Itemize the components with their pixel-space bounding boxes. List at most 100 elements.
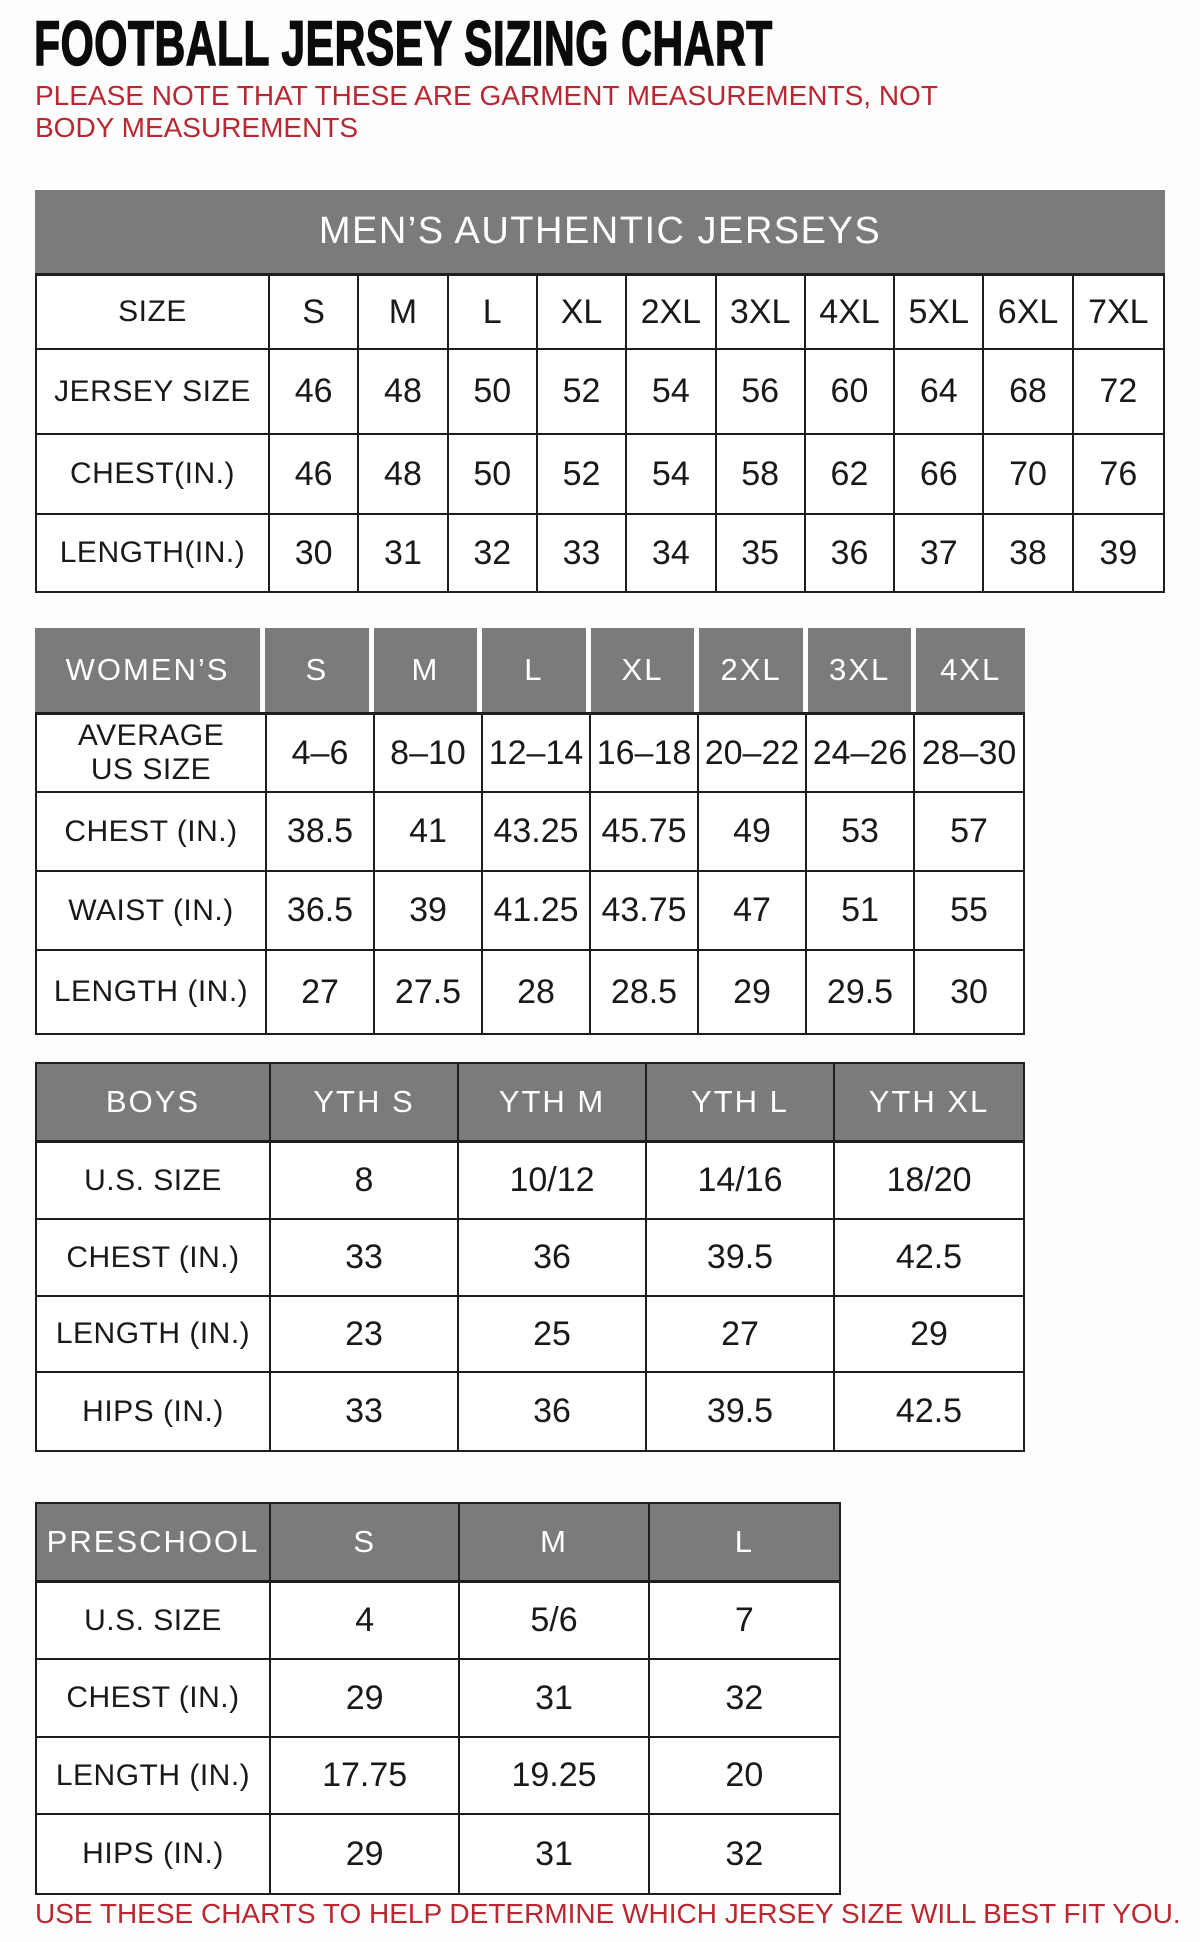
womens-value-cell: 4–6 [267,715,375,793]
womens-header-cell: 4XL [916,628,1025,712]
mens-value-cell: 4XL [805,276,896,350]
boys-value-cell: 33 [271,1220,459,1297]
mens-value-cell: L [448,276,538,350]
mens-value-cell: 31 [359,515,449,591]
preschool-body: U.S. SIZE 4 5/6 7 CHEST (IN.) 29 31 32 LENGTH (I… [35,1583,841,1895]
page-title: FOOTBALL JERSEY SIZING CHART [34,8,773,79]
womens-value-cell: 27.5 [375,951,483,1033]
womens-header-cell: 2XL [699,628,808,712]
mens-value-cell: 56 [716,350,806,435]
preschool-value-cell: 7 [649,1583,839,1660]
womens-value-cell: 47 [699,872,807,951]
womens-value-cell: 55 [915,872,1023,951]
womens-value-cell: 12–14 [483,715,591,793]
mens-value-cell: 50 [448,350,538,435]
boys-header-cell: YTH L [647,1064,835,1140]
boys-value-cell: 39.5 [647,1220,835,1297]
boys-header-cell: YTH M [459,1064,647,1140]
boys-value-cell: 36 [459,1373,647,1450]
preschool-row-label: HIPS (IN.) [37,1815,271,1893]
preschool-value-cell: 31 [460,1660,650,1738]
mens-banner: MEN’S AUTHENTIC JERSEYS [35,190,1165,276]
boys-value-cell: 23 [271,1297,459,1373]
womens-value-cell: 8–10 [375,715,483,793]
womens-row-label: CHEST (IN.) [37,793,267,872]
preschool-header-cell: PRESCHOOL [37,1504,271,1580]
boys-sizing-table: BOYS YTH S YTH M YTH L YTH XL U.S. SIZE 8 10/12… [35,1062,1025,1452]
womens-row-label: LENGTH (IN.) [37,951,267,1033]
mens-value-cell: 70 [984,435,1074,515]
boys-value-cell: 14/16 [647,1143,835,1220]
mens-value-cell: 48 [359,435,449,515]
mens-value-cell: 50 [448,435,538,515]
fit-guidance-note: USE THESE CHARTS TO HELP DETERMINE WHICH… [35,1898,1181,1929]
preschool-row-label: U.S. SIZE [37,1583,271,1660]
preschool-header-row: PRESCHOOL S M L [35,1502,841,1583]
preschool-value-cell: 4 [271,1583,461,1660]
womens-row-label: AVERAGE US SIZE [37,715,267,793]
boys-header-cell: YTH XL [835,1064,1023,1140]
boys-header-cell: YTH S [271,1064,459,1140]
mens-row-label: JERSEY SIZE [37,350,270,435]
mens-value-cell: 38 [984,515,1074,591]
mens-value-cell: 64 [895,350,985,435]
boys-value-cell: 10/12 [459,1143,647,1220]
mens-value-cell: XL [537,276,628,350]
mens-value-cell: 62 [805,435,896,515]
mens-value-cell: 6XL [984,276,1074,350]
womens-value-cell: 28 [483,951,591,1033]
mens-value-cell: 54 [627,350,717,435]
womens-value-cell: 16–18 [591,715,699,793]
mens-row-label: CHEST(IN.) [37,435,270,515]
womens-value-cell: 49 [699,793,807,872]
womens-header-cell: M [373,628,483,712]
mens-value-cell: 60 [805,350,896,435]
preschool-value-cell: 5/6 [460,1583,650,1660]
boys-value-cell: 42.5 [835,1373,1023,1450]
womens-value-cell: 29.5 [807,951,915,1033]
mens-value-cell: 2XL [627,276,717,350]
boys-value-cell: 42.5 [835,1220,1023,1297]
womens-value-cell: 24–26 [807,715,915,793]
mens-value-cell: 3XL [716,276,806,350]
preschool-value-cell: 19.25 [460,1738,650,1815]
boys-row-label: HIPS (IN.) [37,1373,271,1450]
womens-header-cell: WOMEN’S [35,628,265,712]
womens-header-cell: XL [590,628,700,712]
boys-value-cell: 25 [459,1297,647,1373]
womens-value-cell: 20–22 [699,715,807,793]
boys-value-cell: 33 [271,1373,459,1450]
mens-body: SIZE S M L XL 2XL 3XL 4XL 5XL 6XL 7XL JERSEY SIZE 46… [35,276,1165,593]
mens-value-cell: 35 [716,515,806,591]
preschool-sizing-table: PRESCHOOL S M L U.S. SIZE 4 5/6 7 CHEST (IN.) 29 3… [35,1502,841,1895]
womens-header-cell: L [482,628,591,712]
boys-value-cell: 36 [459,1220,647,1297]
mens-value-cell: 32 [448,515,538,591]
mens-value-cell: 7XL [1073,276,1163,350]
womens-value-cell: 38.5 [267,793,375,872]
mens-authentic-jerseys-table: MEN’S AUTHENTIC JERSEYS SIZE S M L XL 2XL 3XL 4X… [35,190,1165,593]
womens-header-cell: S [265,628,374,712]
womens-header-row: WOMEN’S S M L XL 2XL 3XL 4XL [35,628,1025,715]
mens-value-cell: 33 [537,515,628,591]
mens-value-cell: 68 [984,350,1074,435]
mens-value-cell: 48 [359,350,449,435]
preschool-value-cell: 29 [271,1815,461,1893]
mens-value-cell: 37 [895,515,985,591]
womens-value-cell: 43.75 [591,872,699,951]
mens-value-cell: 52 [537,350,628,435]
womens-value-cell: 45.75 [591,793,699,872]
boys-header-row: BOYS YTH S YTH M YTH L YTH XL [35,1062,1025,1143]
mens-value-cell: 54 [627,435,717,515]
preschool-row-label: CHEST (IN.) [37,1660,271,1738]
mens-value-cell: 72 [1073,350,1163,435]
preschool-header-cell: L [649,1504,839,1580]
mens-value-cell: 46 [270,435,360,515]
womens-row-label: WAIST (IN.) [37,872,267,951]
womens-value-cell: 39 [375,872,483,951]
preschool-row-label: LENGTH (IN.) [37,1738,271,1815]
preschool-value-cell: 32 [649,1815,839,1893]
womens-value-cell: 28–30 [915,715,1023,793]
womens-value-cell: 53 [807,793,915,872]
preschool-value-cell: 32 [649,1660,839,1738]
